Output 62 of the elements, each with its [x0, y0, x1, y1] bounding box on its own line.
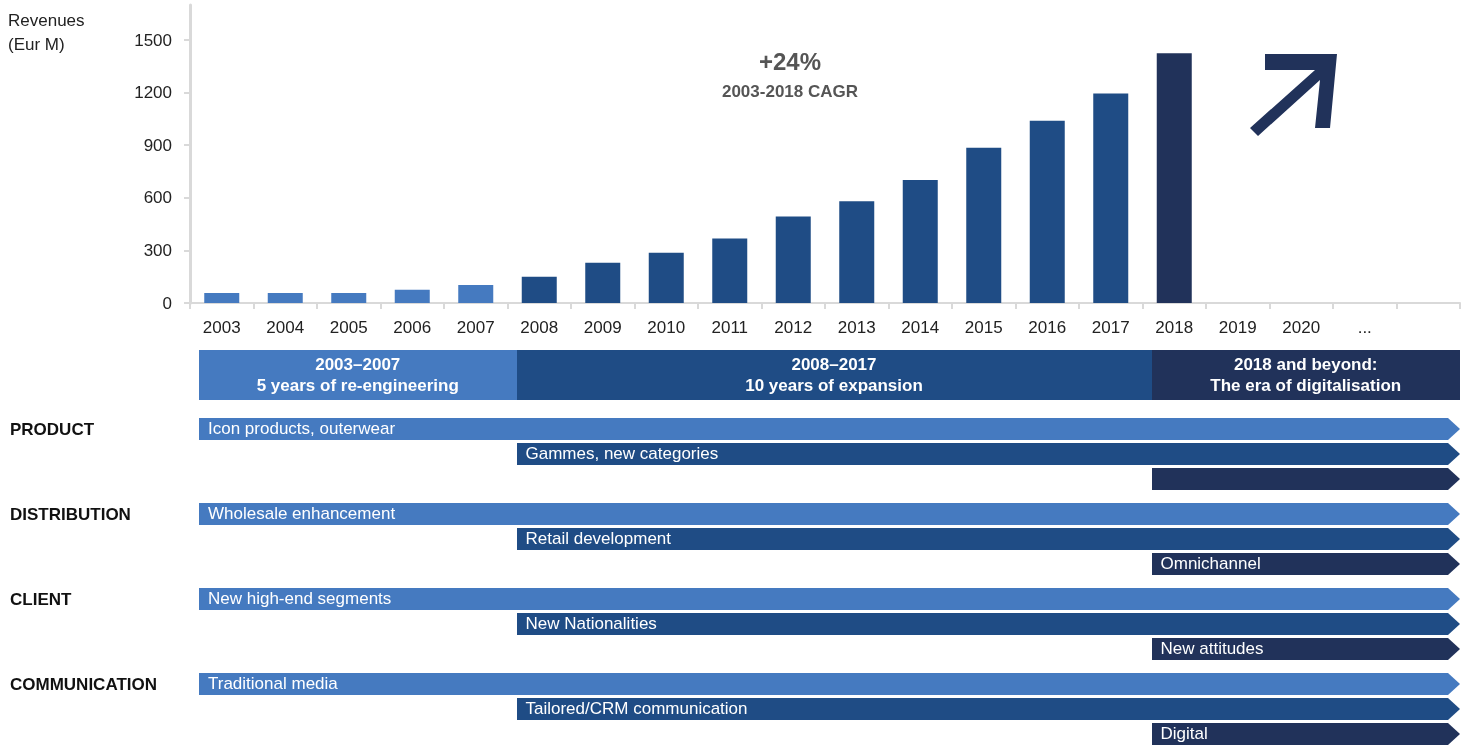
- x-tick-label: 2019: [1218, 318, 1257, 337]
- text: CLIENT: [10, 590, 72, 610]
- x-tick-label: 2012: [774, 318, 813, 337]
- bar: [458, 284, 494, 303]
- text: Retail development: [516, 528, 1460, 550]
- x-tick-label: 2020: [1282, 318, 1321, 337]
- bar: [775, 216, 811, 303]
- annotation: 2003-2018 CAGR: [720, 82, 860, 102]
- x-tick-label: 2003: [202, 318, 241, 337]
- y-tick-label: 0: [162, 293, 172, 313]
- bar: [585, 262, 621, 303]
- text: New high-end segments: [199, 588, 1460, 610]
- text: Omnichannel: [1151, 553, 1460, 575]
- text: Wholesale enhancement: [199, 503, 1460, 525]
- text: 2018 and beyond: The era of digitalisation: [1151, 350, 1460, 400]
- bar: [1093, 93, 1129, 303]
- x-tick-label: 2007: [456, 318, 495, 337]
- x-tick-label: 2018: [1155, 318, 1194, 337]
- bar: [267, 293, 303, 303]
- x-tick-label: ...: [1357, 318, 1372, 337]
- text: 2008–2017 10 years of expansion: [516, 350, 1152, 400]
- x-tick-label: 2011: [711, 318, 749, 337]
- y-tick-label: 1500: [134, 30, 172, 50]
- bar: [902, 180, 938, 303]
- y-tick-label: 1200: [134, 83, 172, 103]
- x-tick-label: 2004: [266, 318, 305, 337]
- x-tick-label: 2014: [901, 318, 940, 337]
- text: New Nationalities: [516, 613, 1460, 635]
- x-tick-label: 2005: [329, 318, 368, 337]
- bar: [966, 147, 1002, 303]
- text: New attitudes: [1151, 638, 1460, 660]
- x-tick-label: 2010: [647, 318, 686, 337]
- x-tick-label: 2006: [393, 318, 432, 337]
- y-tick-label: 900: [143, 135, 172, 155]
- bar: [1156, 53, 1192, 303]
- y-tick-label: 600: [143, 188, 172, 208]
- text: DISTRIBUTION: [10, 505, 131, 525]
- text: Digital: [1151, 723, 1460, 745]
- bar: [394, 289, 430, 303]
- text: PRODUCT: [10, 420, 95, 440]
- x-tick-label: 2017: [1091, 318, 1130, 337]
- y-tick-label: 300: [143, 240, 172, 260]
- text: Tailored/CRM communication: [516, 698, 1460, 720]
- bar: [712, 238, 748, 303]
- text: 2003–2007 5 years of re-engineering: [199, 350, 517, 400]
- text: COMMUNICATION: [10, 675, 157, 695]
- bar: [1029, 120, 1065, 303]
- annotation: +24%: [757, 48, 823, 76]
- x-tick-label: 2009: [583, 318, 622, 337]
- x-tick-label: 2015: [964, 318, 1003, 337]
- x-tick-label: 2008: [520, 318, 559, 337]
- text: Icon products, outerwear: [199, 418, 1460, 440]
- bar: [839, 201, 875, 303]
- x-tick-label: 2016: [1028, 318, 1067, 337]
- text: Gammes, new categories: [516, 443, 1460, 465]
- bar: [521, 276, 557, 303]
- text: Traditional media: [199, 673, 1460, 695]
- bar: [648, 252, 684, 303]
- bar: [204, 293, 240, 303]
- x-tick-label: 2013: [837, 318, 876, 337]
- y-axis-title: Revenues (Eur M): [8, 10, 85, 54]
- bar: [331, 293, 367, 303]
